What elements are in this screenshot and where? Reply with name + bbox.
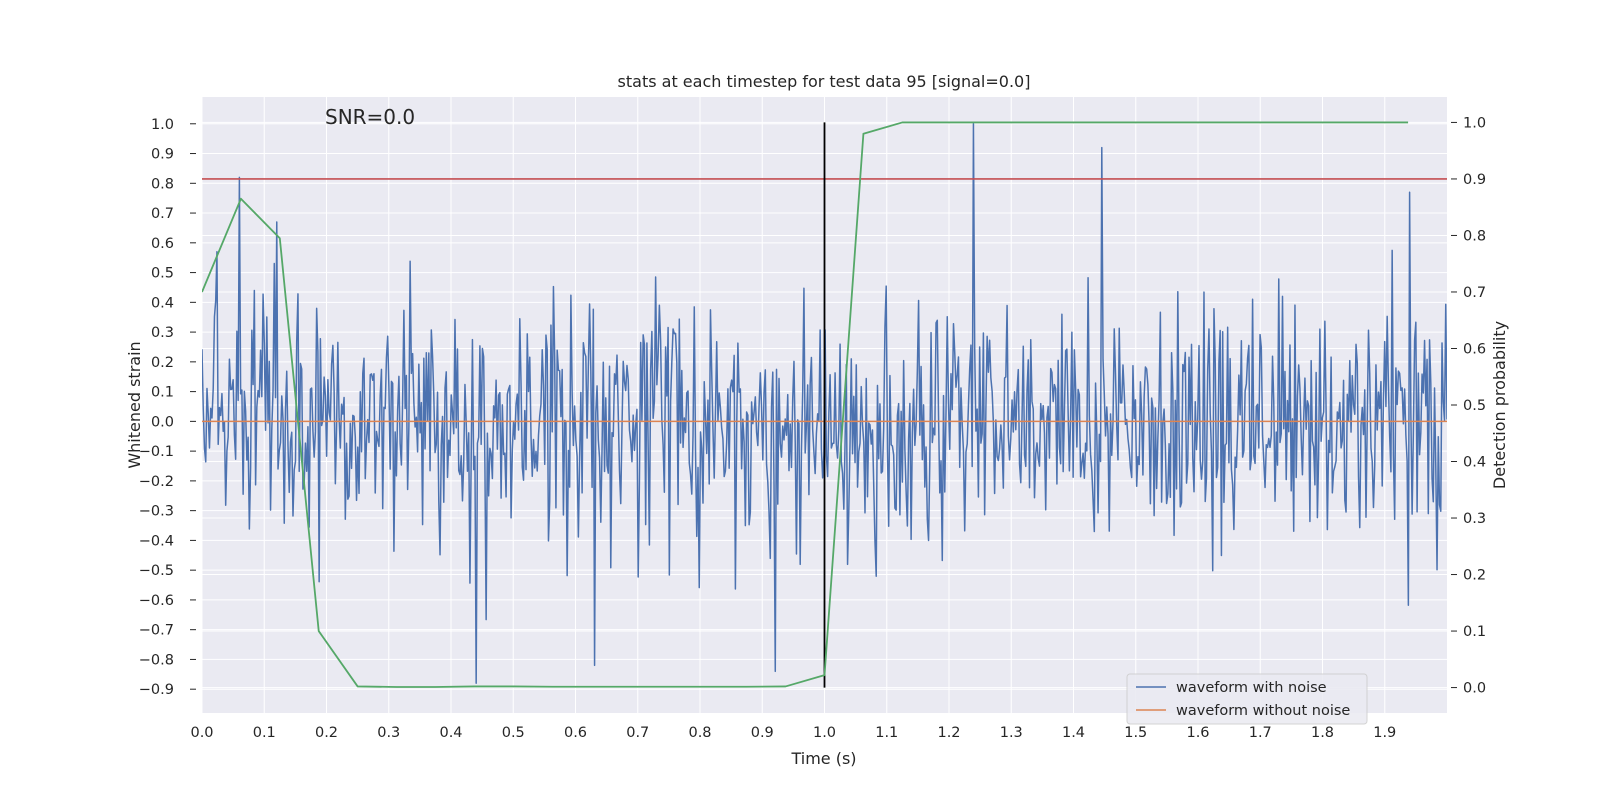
y-tick-label-right: 0.7	[1463, 285, 1486, 301]
y-tick-label-left: −0.8	[139, 652, 174, 668]
y-tick-label-left: −0.7	[139, 623, 174, 639]
y-tick-label-left: 0.8	[151, 176, 174, 192]
x-tick-label: 0.9	[751, 725, 774, 741]
x-tick-label: 1.6	[1186, 725, 1209, 741]
y-tick-label-right: 0.1	[1463, 624, 1486, 640]
x-tick-label: 0.6	[564, 725, 587, 741]
y-tick-label-left: 0.6	[151, 236, 174, 252]
y-tick-label-left: −0.9	[139, 682, 174, 698]
x-tick-label: 1.2	[937, 725, 960, 741]
y-axis-label-left: Whitened strain	[125, 341, 144, 468]
x-tick-label: 0.4	[439, 725, 462, 741]
series-layer	[202, 121, 1447, 688]
y-tick-label-left: 0.5	[151, 266, 174, 282]
y-tick-label-right: 0.9	[1463, 172, 1486, 188]
chart-title: stats at each timestep for test data 95 …	[618, 72, 1031, 91]
y-tick-label-left: 0.7	[151, 206, 174, 222]
x-tick-label: 0.1	[253, 725, 276, 741]
series-line-detection	[202, 121, 1409, 688]
x-tick-label: 1.9	[1373, 725, 1396, 741]
x-tick-label: 1.3	[1000, 725, 1023, 741]
y-tick-label-left: 0.4	[151, 295, 174, 311]
x-tick-label: 0.7	[626, 725, 649, 741]
y-tick-label-left: −0.4	[139, 533, 174, 549]
x-tick-label: 0.8	[688, 725, 711, 741]
x-axis-label: Time (s)	[790, 749, 856, 768]
y-tick-label-left: −0.1	[139, 444, 174, 460]
y-tick-label-right: 1.0	[1463, 115, 1486, 131]
y-tick-label-left: 1.0	[151, 117, 174, 133]
y-tick-label-left: 0.1	[151, 385, 174, 401]
y-tick-label-left: 0.2	[151, 355, 174, 371]
x-tick-label: 0.3	[377, 725, 400, 741]
legend: waveform with noise waveform without noi…	[1126, 673, 1368, 725]
snr-annotation: SNR=0.0	[325, 105, 415, 129]
y-tick-label-left: −0.5	[139, 563, 174, 579]
legend-label-clean: waveform without noise	[1176, 703, 1350, 719]
y-tick-label-right: 0.0	[1463, 681, 1486, 697]
y-tick-label-left: −0.2	[139, 474, 174, 490]
x-tick-label: 1.0	[813, 725, 836, 741]
y-tick-label-right: 0.4	[1463, 455, 1486, 471]
y-tick-label-right: 0.2	[1463, 568, 1486, 584]
y-tick-label-left: −0.6	[139, 593, 174, 609]
x-tick-label: 0.5	[502, 725, 525, 741]
x-tick-label: 1.1	[875, 725, 898, 741]
y-tick-label-left: 0.9	[151, 147, 174, 163]
x-tick-label: 0.0	[190, 725, 213, 741]
y-tick-label-left: 0.0	[151, 414, 174, 430]
y-tick-label-left: 0.3	[151, 325, 174, 341]
y-tick-label-left: −0.3	[139, 504, 174, 520]
y-tick-label-right: 0.5	[1463, 398, 1486, 414]
x-tick-label: 1.7	[1249, 725, 1272, 741]
x-tick-label: 0.2	[315, 725, 338, 741]
x-tick-label: 1.5	[1124, 725, 1147, 741]
x-tick-label: 1.8	[1311, 725, 1334, 741]
ticks: 0.0 0.1 0.2 0.3 0.4 0.5 0.6 0.7 0.8 0.9 1.0 1.1 1.2 1…	[139, 115, 1486, 741]
y-tick-label-right: 0.3	[1463, 511, 1486, 527]
legend-box	[1126, 673, 1368, 725]
legend-label-noise: waveform with noise	[1176, 680, 1327, 696]
y-tick-label-right: 0.6	[1463, 341, 1486, 357]
x-tick-label: 1.4	[1062, 725, 1085, 741]
y-tick-label-right: 0.8	[1463, 228, 1486, 244]
y-axis-label-right: Detection probability	[1490, 321, 1509, 489]
